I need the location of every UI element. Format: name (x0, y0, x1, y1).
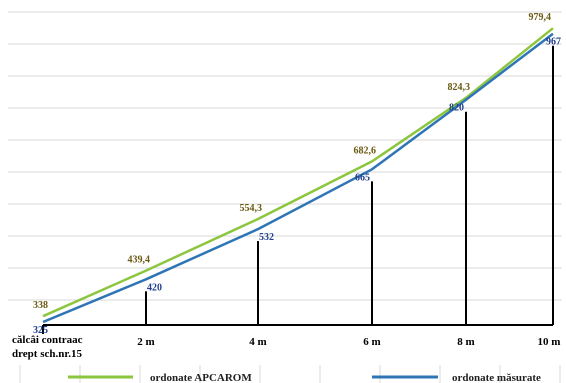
data-label-apcarom: 824,3 (448, 82, 471, 93)
legend-label-apcarom: ordonate APCAROM (150, 372, 252, 383)
x-tick-label: 10 m (538, 336, 561, 348)
x-tick-label: călcâi contraac (12, 334, 83, 346)
data-label-apcarom: 979,4 (529, 12, 552, 23)
series-line-apcarom (42, 27, 554, 318)
x-tick-label: 6 m (363, 336, 380, 348)
value-labels: 338 439,4 554,3 682,6 824,3 979,4 325 420 532 665… (33, 12, 561, 336)
data-label-masurate: 420 (147, 282, 162, 293)
data-label-masurate: 820 (449, 103, 464, 114)
x-tick-label: 8 m (457, 336, 474, 348)
data-label-apcarom: 554,3 (240, 203, 263, 214)
data-label-apcarom: 338 (33, 300, 48, 311)
legend-label-masurate: ordonate măsurate (452, 372, 541, 383)
series-lines (42, 27, 554, 324)
data-label-masurate: 532 (259, 232, 274, 243)
series-line-masurate (42, 32, 554, 324)
grid-lines (8, 11, 562, 383)
data-label-masurate: 325 (33, 325, 48, 336)
x-tick-label: 4 m (249, 336, 266, 348)
x-tick-label: 2 m (137, 336, 154, 348)
data-label-apcarom: 682,6 (354, 145, 377, 156)
x-tick-label: drept sch.nr.15 (12, 348, 82, 360)
data-label-masurate: 665 (355, 172, 370, 183)
data-label-apcarom: 439,4 (128, 255, 151, 266)
ordinate-lines (42, 45, 554, 334)
legend: ordonate APCAROM ordonate măsurate (68, 372, 541, 383)
data-label-masurate: 967 (546, 37, 561, 48)
x-tick-labels: călcâi contraac drept sch.nr.15 2 m 4 m 6 m 8… (12, 334, 560, 360)
